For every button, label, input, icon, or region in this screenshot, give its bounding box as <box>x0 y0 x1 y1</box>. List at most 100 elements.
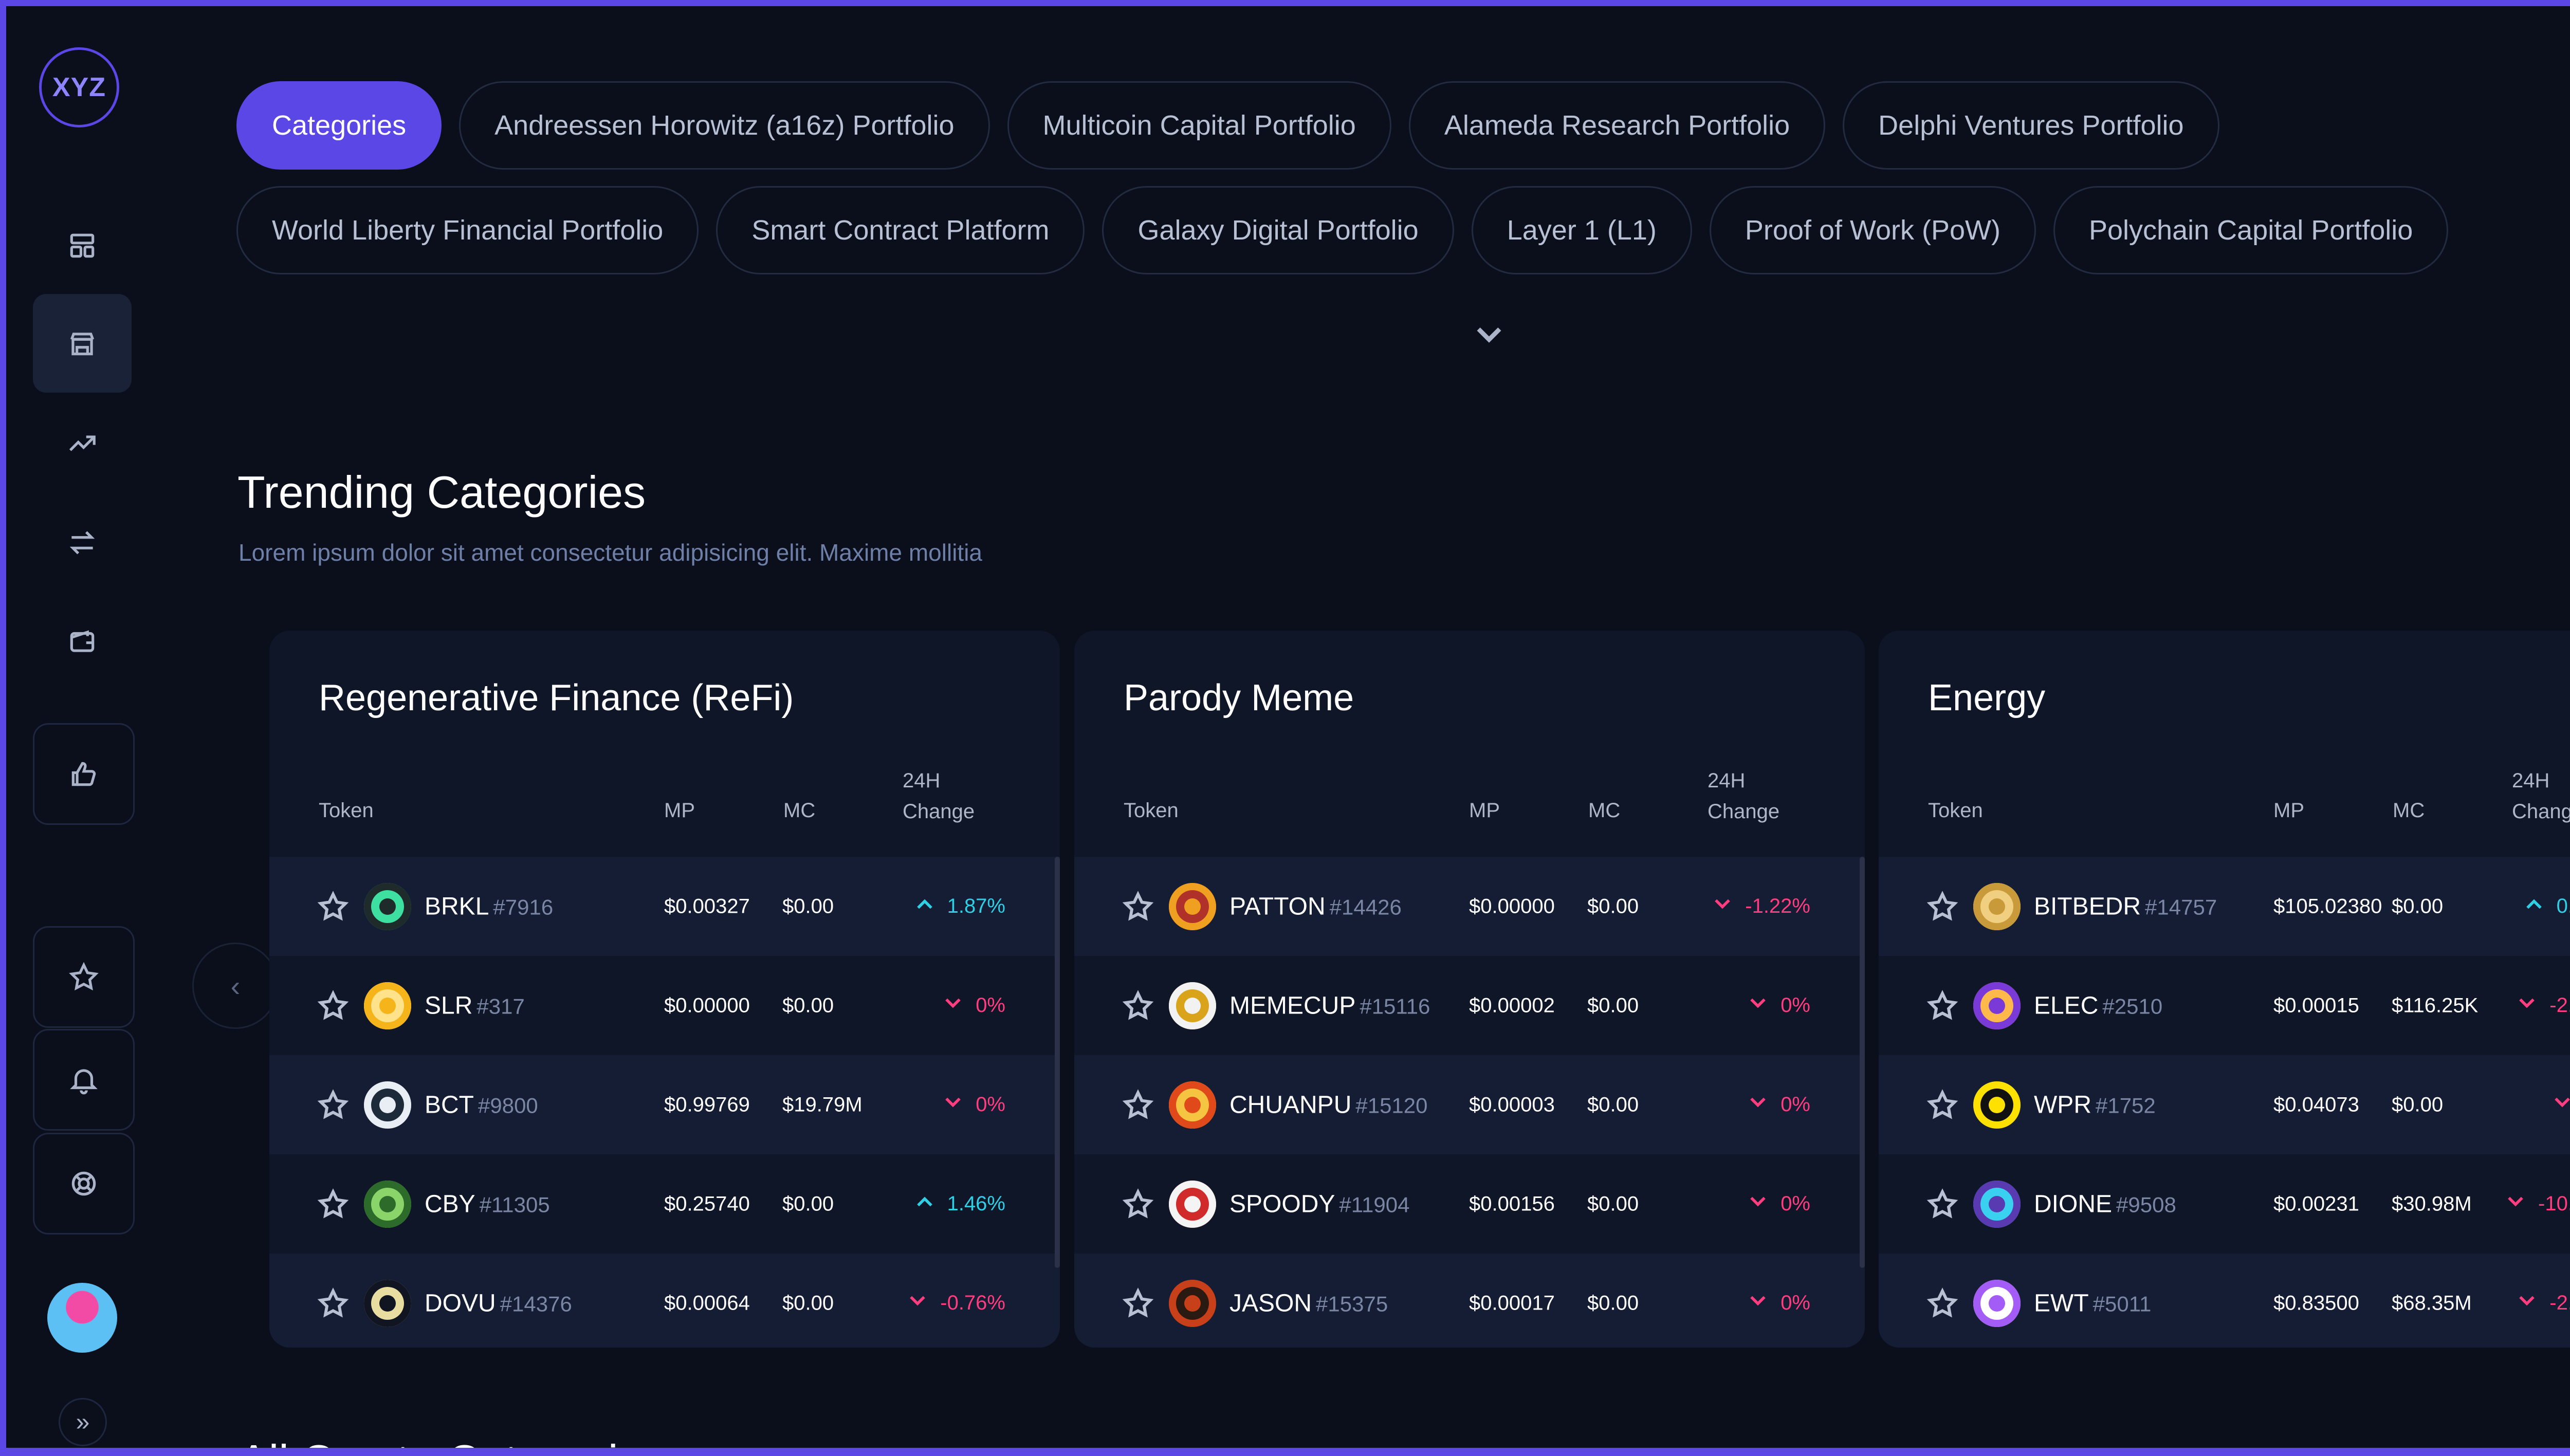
card-title[interactable]: Parody Meme <box>1124 677 1354 718</box>
change-column-header-line2: Change <box>903 800 975 823</box>
dashboard-nav-button[interactable] <box>33 196 132 295</box>
carousel-prev-button[interactable]: ‹ <box>192 943 279 1029</box>
category-chip[interactable]: Delphi Ventures Portfolio <box>1843 81 2219 170</box>
token-name[interactable]: PATTON #14426 <box>1229 893 1402 920</box>
token-name[interactable]: WPR #1752 <box>2034 1091 2156 1118</box>
token-column-header: Token <box>319 799 374 822</box>
scrollbar[interactable] <box>1055 857 1060 1268</box>
token-name[interactable]: BCT #9800 <box>425 1091 538 1118</box>
star-icon[interactable] <box>1122 1089 1154 1121</box>
watchlist-nav-button[interactable] <box>33 926 135 1028</box>
market-cap: $0.00 <box>2392 895 2444 917</box>
table-row[interactable]: BRKL #7916 $0.00327 $0.00 1.87% <box>269 857 1060 956</box>
table-row[interactable]: WPR#1752 $0.04073 $0.00 0% <box>1879 1055 2570 1154</box>
token-name[interactable]: ELEC #2510 <box>2034 992 2163 1019</box>
category-card[interactable]: Regenerative Finance (ReFi) Token MP MC … <box>269 631 1060 1348</box>
table-row[interactable]: DIONE#9508 $0.00231 $30.98M -10.54% <box>1879 1154 2570 1254</box>
star-icon[interactable] <box>317 989 350 1022</box>
token-name[interactable]: EWT #5011 <box>2034 1289 2152 1317</box>
category-chip[interactable]: Multicoin Capital Portfolio <box>1007 81 1391 170</box>
token-name[interactable]: CBY #11305 <box>425 1190 550 1218</box>
token-name[interactable]: JASON #15375 <box>1229 1289 1388 1317</box>
category-chip[interactable]: Smart Contract Platform <box>716 186 1085 274</box>
arrow-down-icon <box>942 992 964 1020</box>
star-icon[interactable] <box>1122 1188 1154 1221</box>
market-cap: $0.00 <box>1587 994 1639 1017</box>
change-24h: 1.87% <box>913 893 1005 920</box>
category-card[interactable]: Energy Token MP MC 24H Change BITBEDR#14… <box>1879 631 2570 1348</box>
marketplace-nav-button[interactable] <box>33 294 132 393</box>
wallet-nav-button[interactable] <box>33 592 132 691</box>
star-icon[interactable] <box>1926 989 1959 1022</box>
star-icon[interactable] <box>1926 1287 1959 1320</box>
star-icon[interactable] <box>1122 890 1154 923</box>
star-icon[interactable] <box>1122 989 1154 1022</box>
table-row[interactable]: BCT #9800 $0.99769 $19.79M 0% <box>269 1055 1060 1154</box>
table-row[interactable]: CBY #11305 $0.25740 $0.00 1.46% <box>269 1154 1060 1254</box>
table-row[interactable]: MEMECUP #15116 $0.00002 $0.00 0% <box>1074 956 1865 1055</box>
scrollbar[interactable] <box>1860 857 1865 1268</box>
arrow-down-icon <box>2516 1289 2538 1317</box>
star-icon[interactable] <box>1926 1089 1959 1121</box>
category-chip[interactable]: Categories <box>236 81 442 170</box>
category-chip[interactable]: Layer 1 (L1) <box>1471 186 1692 274</box>
user-avatar[interactable] <box>47 1283 117 1353</box>
show-more-categories-button[interactable] <box>1471 317 1507 353</box>
token-name[interactable]: MEMECUP #15116 <box>1229 992 1430 1019</box>
star-icon[interactable] <box>317 1287 350 1320</box>
table-row[interactable]: EWT#5011 $0.83500 $68.35M -2.34% <box>1879 1254 2570 1348</box>
trending-subtitle: Lorem ipsum dolor sit amet consectetur a… <box>238 539 983 566</box>
card-title[interactable]: Energy <box>1928 677 2046 718</box>
category-chip[interactable]: Andreessen Horowitz (a16z) Portfolio <box>459 81 990 170</box>
table-row[interactable]: SLR #317 $0.00000 $0.00 0% <box>269 956 1060 1055</box>
star-icon[interactable] <box>1926 1188 1959 1221</box>
table-row[interactable]: DOVU #14376 $0.00064 $0.00 -0.76% <box>269 1254 1060 1348</box>
swap-icon <box>69 531 95 555</box>
card-title[interactable]: Regenerative Finance (ReFi) <box>319 677 794 718</box>
wallet-icon <box>70 630 95 652</box>
category-chip[interactable]: Proof of Work (PoW) <box>1709 186 2036 274</box>
change-24h: -2.94% <box>2516 992 2570 1020</box>
table-row[interactable]: CHUANPU #15120 $0.00003 $0.00 0% <box>1074 1055 1865 1154</box>
notifications-nav-button[interactable] <box>33 1029 135 1131</box>
expand-sidebar-button[interactable]: » <box>59 1398 107 1446</box>
double-chevron-right-icon: » <box>76 1408 90 1436</box>
swap-nav-button[interactable] <box>33 493 132 592</box>
category-card[interactable]: Parody Meme Token MP MC 24H Change PATTO… <box>1074 631 1865 1348</box>
trending-nav-button[interactable] <box>33 394 132 493</box>
category-chip[interactable]: Galaxy Digital Portfolio <box>1102 186 1454 274</box>
token-name[interactable]: BITBEDR #14757 <box>2034 893 2217 920</box>
table-row[interactable]: PATTON #14426 $0.00000 $0.00 -1.22% <box>1074 857 1865 956</box>
token-name[interactable]: BRKL #7916 <box>425 893 554 920</box>
table-row[interactable]: SPOODY #11904 $0.00156 $0.00 0% <box>1074 1154 1865 1254</box>
category-chip[interactable]: World Liberty Financial Portfolio <box>236 186 699 274</box>
category-chip[interactable]: Alameda Research Portfolio <box>1408 81 1826 170</box>
star-icon[interactable] <box>317 1188 350 1221</box>
category-chip[interactable]: Polychain Capital Portfolio <box>2053 186 2449 274</box>
star-icon[interactable] <box>317 1089 350 1121</box>
star-icon[interactable] <box>1122 1287 1154 1320</box>
bell-icon <box>70 1069 98 1095</box>
star-icon[interactable] <box>1926 890 1959 923</box>
token-logo-icon <box>1169 1279 1216 1327</box>
token-name[interactable]: CHUANPU #15120 <box>1229 1091 1428 1118</box>
like-nav-button[interactable] <box>33 723 135 825</box>
table-row[interactable]: ELEC#2510 $0.00015 $116.25K -2.94% <box>1879 956 2570 1055</box>
token-name[interactable]: DOVU #14376 <box>425 1289 572 1317</box>
table-row[interactable]: JASON #15375 $0.00017 $0.00 0% <box>1074 1254 1865 1348</box>
token-logo-icon <box>1169 882 1216 930</box>
mc-column-header: MC <box>2393 799 2425 822</box>
star-icon[interactable] <box>317 890 350 923</box>
token-name[interactable]: SPOODY #11904 <box>1229 1190 1410 1218</box>
change-24h: 0% <box>942 992 1005 1020</box>
token-name[interactable]: SLR #317 <box>425 992 525 1019</box>
chevron-down-icon <box>1477 327 1501 343</box>
mp-column-header: MP <box>664 799 695 822</box>
market-price: $0.25740 <box>664 1192 750 1215</box>
app-logo[interactable]: XYZ <box>39 47 119 127</box>
token-name[interactable]: DIONE #9508 <box>2034 1190 2176 1218</box>
market-price: $0.00002 <box>1469 994 1555 1017</box>
token-logo-icon <box>1169 1081 1216 1129</box>
support-nav-button[interactable] <box>33 1133 135 1234</box>
table-row[interactable]: BITBEDR#14757 $105.02380 $0.00 0.01% <box>1879 857 2570 956</box>
